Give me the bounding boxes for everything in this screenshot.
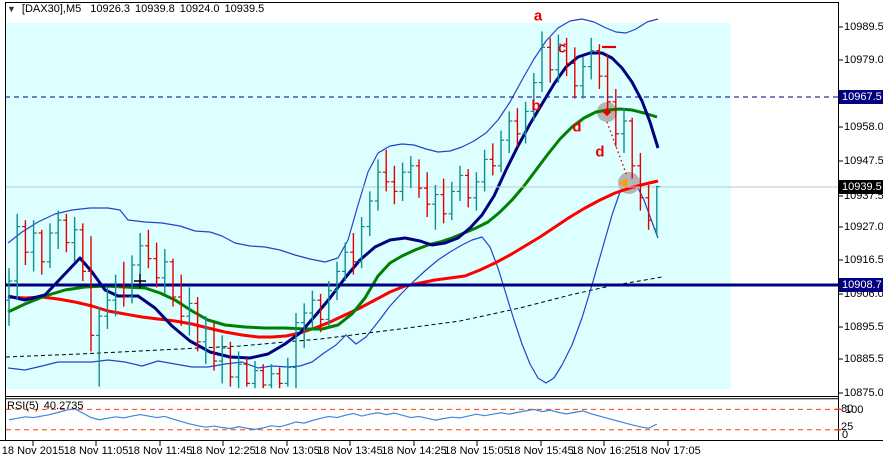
price-axis-label: 10989.5 bbox=[844, 21, 883, 33]
bollinger-lower bbox=[7, 179, 659, 384]
price-axis-label: 10895.5 bbox=[844, 321, 883, 333]
time-axis-label: 18 Nov 16:25 bbox=[571, 445, 637, 457]
time-axis-label: 18 Nov 13:05 bbox=[254, 445, 320, 457]
rsi-scale-100: 100 bbox=[845, 404, 864, 416]
highlight-circle-marker bbox=[618, 172, 640, 194]
annotation-letter[interactable]: d bbox=[572, 119, 581, 136]
session-highlight-rect bbox=[5, 23, 731, 389]
chart-title: ▼ [DAX30],M5 10926.3 10939.8 10924.0 10939.5 bbox=[7, 3, 269, 15]
time-axis-label: 18 Nov 11:45 bbox=[127, 445, 193, 457]
rsi-name: RSI(5) bbox=[7, 400, 39, 412]
triangle-left-marker bbox=[619, 178, 627, 188]
time-axis-label: 18 Nov 15:05 bbox=[444, 445, 510, 457]
price-axis-label: 10958.0 bbox=[844, 121, 883, 133]
rsi-scale-25: 25 bbox=[841, 421, 854, 433]
annotation-letter[interactable]: d bbox=[595, 144, 604, 161]
ma-red bbox=[7, 179, 659, 339]
current-price-badge: 10939.5 bbox=[839, 180, 883, 194]
time-axis-label: 18 Nov 12:25 bbox=[190, 445, 256, 457]
ohlc-high: 10939.8 bbox=[135, 3, 175, 15]
ohlc-open: 10926.3 bbox=[90, 3, 130, 15]
time-axis-label: 18 Nov 14:25 bbox=[381, 445, 447, 457]
annotation-letter[interactable]: c bbox=[558, 40, 566, 57]
annotation-letter[interactable]: b bbox=[531, 98, 540, 115]
price-axis-label: 10875.0 bbox=[844, 387, 883, 399]
price-axis-label: 10947.5 bbox=[844, 155, 883, 167]
price-axis-label: 10927.0 bbox=[844, 221, 883, 233]
time-axis-label: 18 Nov 11:05 bbox=[63, 445, 129, 457]
rsi-line bbox=[8, 408, 658, 430]
time-axis-label: 18 Nov 15:45 bbox=[508, 445, 574, 457]
price-axis-label: 10885.5 bbox=[844, 353, 883, 365]
rsi-scale-0: 0 bbox=[842, 429, 849, 441]
price-axis-label: 10979.0 bbox=[844, 54, 883, 66]
rsi-indicator-label: RSI(5) 40.2735 bbox=[7, 400, 89, 412]
rsi-scale-80: 80 bbox=[841, 403, 854, 415]
ma-green bbox=[7, 107, 658, 331]
time-axis-label: 18 Nov 17:05 bbox=[635, 445, 701, 457]
ohlc-low: 10924.0 bbox=[179, 3, 220, 15]
price-line-badge-upper: 10967.5 bbox=[839, 90, 883, 104]
ohlc-close: 10939.5 bbox=[224, 3, 265, 15]
chart-menu-arrow-icon[interactable]: ▼ bbox=[7, 4, 16, 14]
price-line-badge-lower: 10908.7 bbox=[839, 278, 883, 292]
time-axis-label: 18 Nov 2015 bbox=[1, 445, 65, 457]
symbol-period-label: [DAX30],M5 bbox=[21, 3, 82, 15]
dotted-connector-line bbox=[606, 121, 628, 177]
trendline-dashed bbox=[5, 276, 663, 358]
price-axis-label: 10916.5 bbox=[844, 254, 883, 266]
time-axis-label: 18 Nov 13:45 bbox=[317, 445, 383, 457]
rsi-value: 40.2735 bbox=[43, 400, 84, 412]
annotation-letter[interactable]: a bbox=[534, 8, 543, 25]
bollinger-upper bbox=[7, 18, 659, 263]
